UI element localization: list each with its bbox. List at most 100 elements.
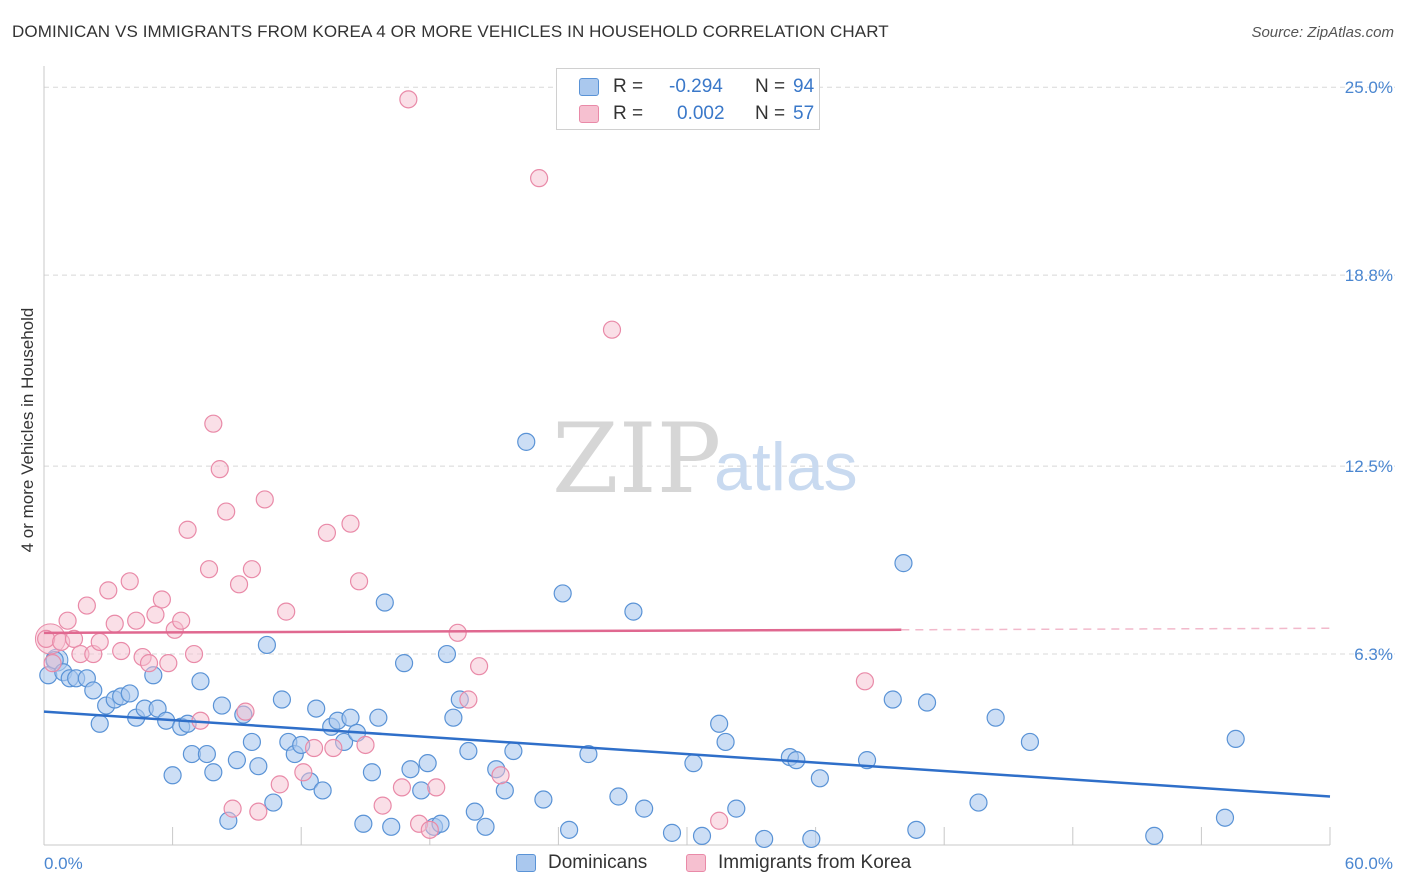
pink-swatch [579, 105, 599, 123]
dominicans-point [197, 744, 216, 764]
korea-point [236, 702, 255, 721]
grid-lines [44, 86, 1395, 655]
dominicans-point [204, 763, 223, 782]
dominicans-point [1145, 826, 1164, 846]
dominicans-point [504, 741, 523, 761]
korea-point [178, 520, 197, 539]
korea-point [223, 799, 242, 818]
x-minor-ticks [172, 827, 1331, 845]
dominicans-point [662, 823, 682, 842]
dominicans-point [394, 654, 414, 673]
legend-label-korea: Immigrants from Korea [718, 852, 912, 873]
n-label: N = [755, 76, 786, 97]
dominicans-point [341, 708, 360, 727]
dominicans-point [495, 781, 514, 800]
legend-label-dominicans: Dominicans [548, 852, 648, 873]
korea-point [855, 672, 874, 691]
dominicans-point [624, 602, 643, 621]
korea-point [184, 644, 204, 664]
trend-lines [43, 627, 1331, 798]
stats-box: R = -0.294 N = 94 R = 0.002 N = 57 [556, 68, 820, 130]
dominicans-point [382, 817, 401, 836]
y-tick-label: 18.8% [1345, 266, 1393, 285]
n-label: N = [755, 103, 786, 124]
dominicans-point [257, 635, 277, 655]
y-tick-label: 6.3% [1354, 645, 1393, 664]
korea-points [34, 90, 874, 839]
dominicans-point [727, 799, 746, 818]
korea-point [127, 611, 146, 630]
korea-point [172, 611, 191, 630]
legend-blue-swatch [516, 854, 536, 872]
dominicans-point [969, 793, 988, 812]
korea-point [304, 738, 324, 758]
korea-point [139, 654, 159, 673]
korea-point [217, 502, 236, 521]
korea-point [294, 763, 313, 782]
y-tick-label: 12.5% [1345, 457, 1393, 476]
dominicans-point [264, 793, 283, 812]
dominicans-point [1226, 729, 1245, 749]
korea-point [112, 641, 131, 661]
dominicans-point [907, 820, 926, 839]
dominicans-point [412, 781, 431, 800]
dominicans-point [1020, 732, 1040, 752]
korea-point [530, 169, 549, 188]
korea-point [58, 611, 77, 630]
dominicans-point [191, 672, 210, 691]
n-value: 57 [793, 103, 815, 124]
dominicans-point [354, 814, 373, 833]
korea-trend-extension [901, 627, 1331, 631]
chart-source: Source: ZipAtlas.com [1251, 24, 1394, 41]
korea-point [159, 654, 178, 673]
dominicans-point [418, 754, 437, 773]
korea-point [120, 572, 139, 591]
dominicans-point [84, 681, 103, 700]
korea-point [324, 738, 343, 758]
dominicans-point [810, 769, 829, 788]
dominicans-point [609, 787, 628, 806]
chart-title: DOMINICAN VS IMMIGRANTS FROM KOREA 4 OR … [12, 22, 889, 41]
x-tick-label: 60.0% [1345, 854, 1393, 873]
korea-point [491, 766, 510, 785]
korea-point [146, 605, 165, 624]
dominicans-point [883, 690, 902, 709]
korea-point [317, 523, 337, 542]
dominicans-point [249, 757, 268, 776]
korea-point [448, 623, 467, 642]
r-label: R = [613, 103, 644, 124]
korea-point [242, 560, 262, 579]
korea-point [602, 320, 622, 339]
dominicans-point [90, 714, 109, 733]
korea-point [373, 796, 392, 815]
korea-point [43, 654, 62, 673]
korea-point [420, 820, 439, 839]
dominicans-point [227, 751, 246, 770]
dominicans-point [534, 790, 553, 809]
r-value: 0.002 [677, 103, 725, 124]
dominicans-point [272, 690, 292, 709]
dominicans-point [857, 751, 877, 770]
dominicans-point [163, 766, 182, 785]
korea-point [99, 581, 118, 600]
dominicans-point [579, 744, 598, 764]
korea-point [399, 90, 418, 109]
dominicans-point [684, 754, 703, 773]
dominicans-point [362, 763, 382, 782]
dominicans-point [437, 644, 457, 664]
korea-point [255, 490, 274, 509]
korea-point [210, 460, 229, 479]
dominicans-trend-line [43, 710, 1331, 798]
dominicans-point [553, 584, 572, 603]
dominicans-point [755, 829, 774, 849]
korea-point [341, 514, 360, 533]
dominicans-point [307, 699, 326, 718]
korea-point [105, 614, 124, 633]
korea-point [64, 629, 84, 648]
korea-point [392, 778, 412, 797]
dominicans-point [369, 708, 388, 727]
korea-point [349, 572, 369, 591]
dominicans-point [635, 799, 654, 818]
dominicans-point [313, 781, 332, 800]
